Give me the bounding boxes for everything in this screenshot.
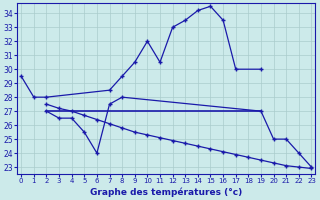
X-axis label: Graphe des températures (°c): Graphe des températures (°c) bbox=[90, 187, 243, 197]
